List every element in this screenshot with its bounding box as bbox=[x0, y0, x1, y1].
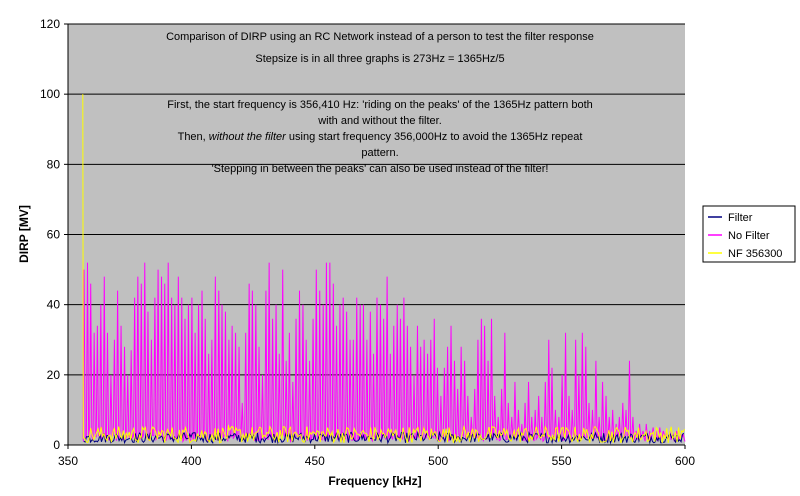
y-tick-label: 40 bbox=[47, 298, 61, 312]
annotation-line-3-b: using start frequency 356,000Hz to avoid… bbox=[286, 131, 583, 143]
legend-label: No Filter bbox=[728, 230, 770, 242]
legend-label: NF 356300 bbox=[728, 248, 782, 260]
y-tick-label: 0 bbox=[53, 438, 60, 452]
x-tick-label: 400 bbox=[181, 454, 201, 468]
annotation-title: Comparison of DIRP using an RC Network i… bbox=[166, 31, 594, 43]
axes: 0 20 40 60 80 100 120 350 400 450 500 550 600 bbox=[40, 17, 695, 468]
y-tick-label: 20 bbox=[47, 368, 61, 382]
annotations: Comparison of DIRP using an RC Network i… bbox=[166, 31, 594, 175]
x-tick-label: 550 bbox=[552, 454, 572, 468]
y-tick-label: 120 bbox=[40, 17, 60, 31]
series-line-nf-356300 bbox=[82, 94, 685, 444]
x-tick-label: 450 bbox=[305, 454, 325, 468]
annotation-line-3-a: Then, bbox=[178, 131, 209, 143]
annotation-line-1: First, the start frequency is 356,410 Hz… bbox=[167, 99, 593, 111]
annotation-line-4: pattern. bbox=[361, 147, 398, 159]
y-axis-title: DIRP [MV] bbox=[17, 205, 31, 263]
x-tick-label: 600 bbox=[675, 454, 695, 468]
series-layer bbox=[82, 94, 686, 445]
annotation-line-3: Then, without the filter using start fre… bbox=[178, 131, 583, 143]
y-tick-label: 80 bbox=[47, 157, 61, 171]
x-tick-label: 500 bbox=[428, 454, 448, 468]
legend: Filter No Filter NF 356300 bbox=[702, 205, 796, 263]
annotation-line-5: 'Stepping in between the peaks' can also… bbox=[212, 163, 549, 175]
annotation-stepsize: Stepsize is in all three graphs is 273Hz… bbox=[255, 53, 504, 65]
y-tick-label: 100 bbox=[40, 87, 60, 101]
x-tick-label: 350 bbox=[58, 454, 78, 468]
legend-label: Filter bbox=[728, 212, 753, 224]
annotation-line-2: with and without the filter. bbox=[317, 115, 442, 127]
x-axis-title: Frequency [kHz] bbox=[328, 474, 421, 488]
series-line-no-filter bbox=[82, 262, 686, 444]
annotation-line-3-italic: without the filter bbox=[209, 131, 287, 143]
y-tick-label: 60 bbox=[47, 228, 61, 242]
